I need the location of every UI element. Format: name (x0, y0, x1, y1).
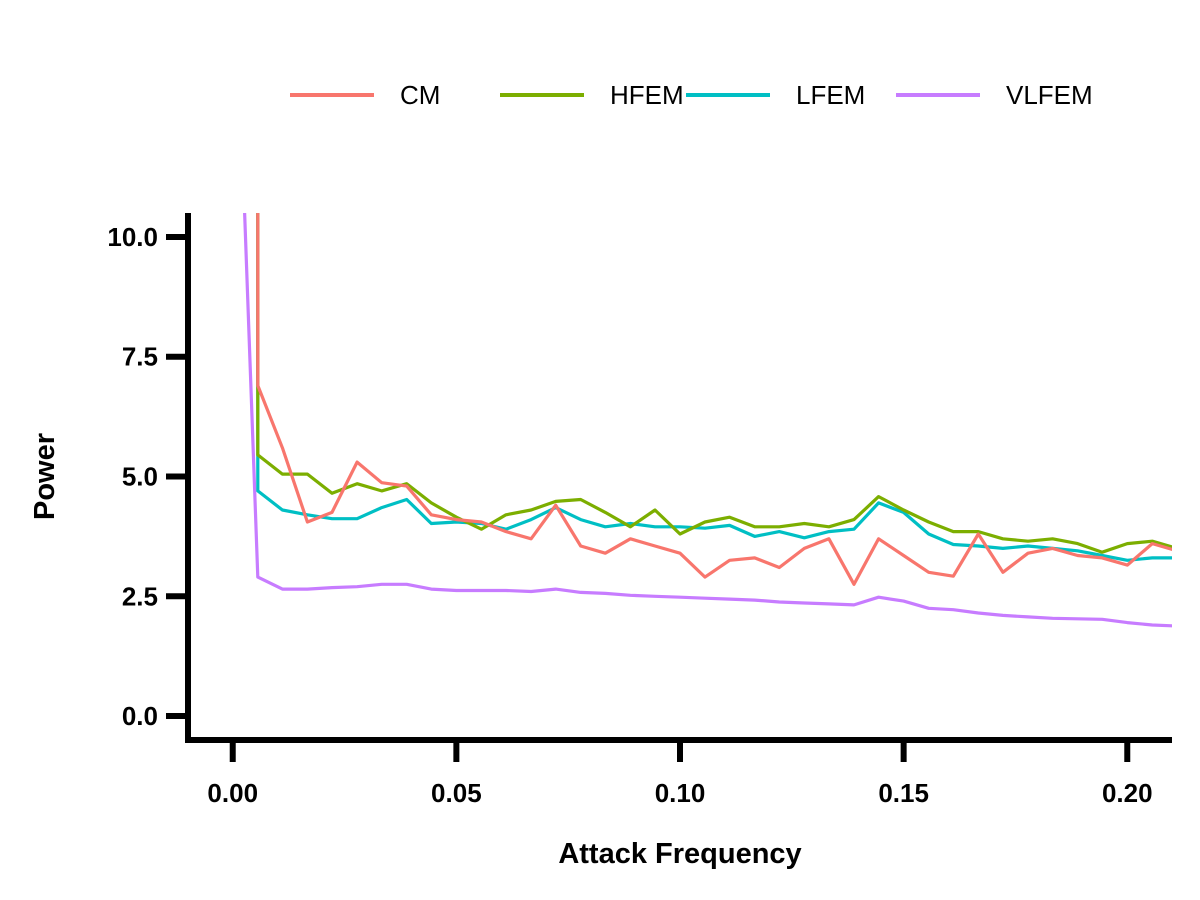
legend-label-lfem: LFEM (796, 80, 865, 110)
x-tick-label: 0.00 (207, 778, 258, 808)
legend-label-vlfem: VLFEM (1006, 80, 1093, 110)
series-line-lfem (256, 213, 1172, 562)
x-axis-title: Attack Frequency (558, 838, 801, 870)
x-ticks: 0.00 0.05 0.10 0.15 0.20 (207, 740, 1153, 808)
y-tick-label: 0.0 (122, 701, 158, 731)
legend-label-hfem: HFEM (610, 80, 684, 110)
x-tick-label: 0.15 (878, 778, 929, 808)
series-line-hfem (256, 213, 1172, 554)
legend-label-cm: CM (400, 80, 440, 110)
y-ticks: 0.0 2.5 5.0 7.5 10.0 (107, 222, 188, 731)
series-line-cm (256, 213, 1172, 586)
axes: 0.0 2.5 5.0 7.5 10.0 0.00 0.05 0.10 0.15 0.20 (107, 213, 1172, 808)
y-axis-title: Power (29, 433, 61, 520)
y-tick-label: 7.5 (122, 342, 158, 372)
x-tick-label: 0.20 (1102, 778, 1153, 808)
plot-lines (243, 213, 1172, 628)
y-tick-label: 2.5 (122, 581, 158, 611)
x-tick-label: 0.05 (431, 778, 482, 808)
y-tick-label: 10.0 (107, 222, 158, 252)
x-tick-label: 0.10 (655, 778, 706, 808)
legend: CM HFEM LFEM VLFEM (290, 80, 1093, 110)
y-tick-label: 5.0 (122, 462, 158, 492)
series-line-vlfem (243, 213, 1172, 628)
